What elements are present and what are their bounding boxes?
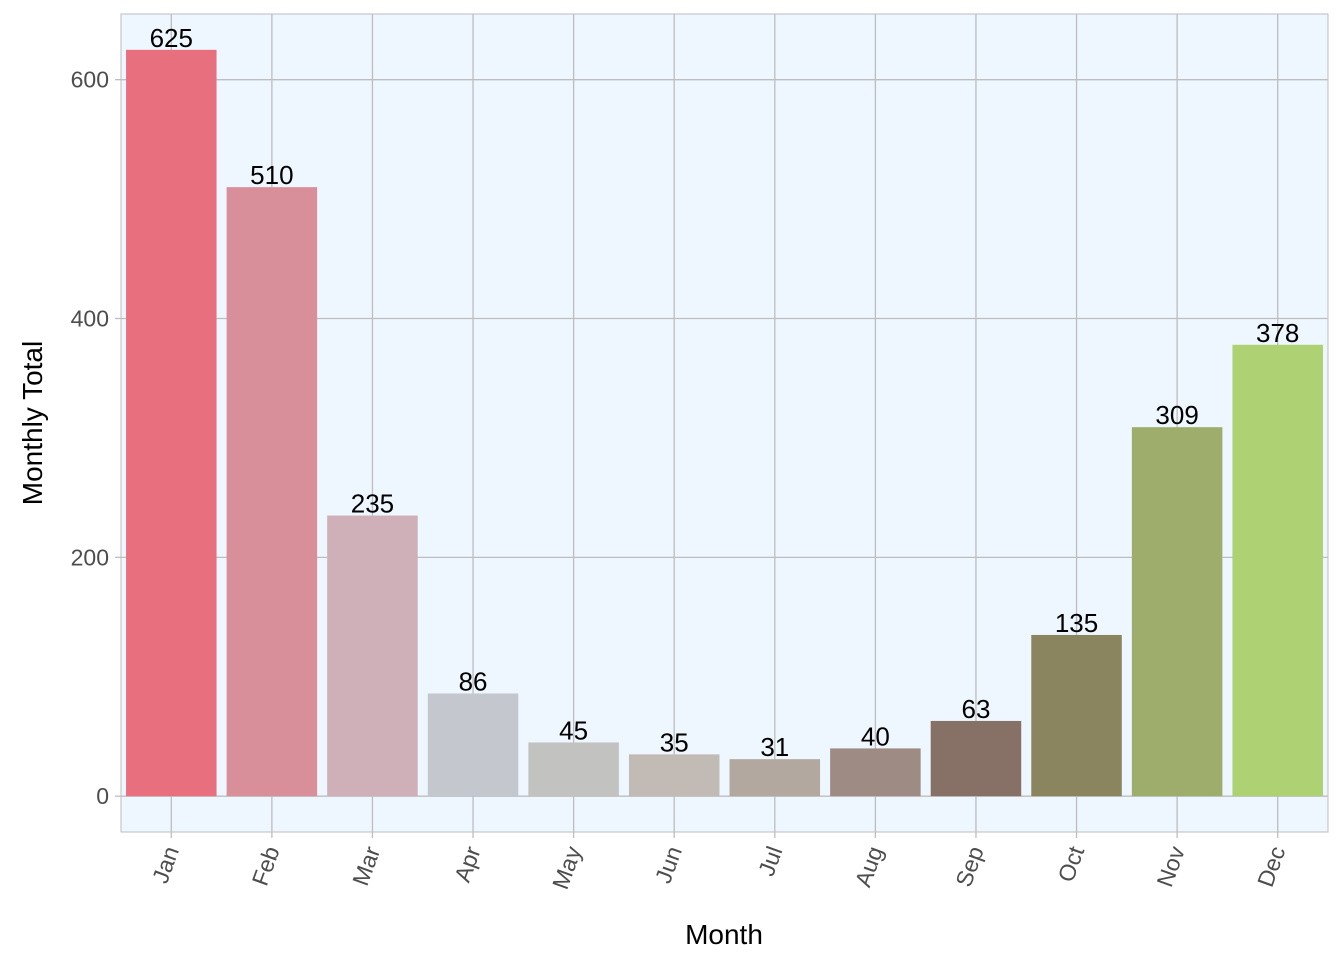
bar-may (528, 742, 619, 797)
data-label-aug: 40 (861, 721, 890, 751)
data-label-feb: 510 (250, 160, 293, 190)
data-label-jun: 35 (660, 727, 689, 757)
data-label-apr: 86 (459, 666, 488, 696)
data-label-jan: 625 (150, 23, 193, 53)
bar-dec (1232, 344, 1323, 797)
data-label-mar: 235 (351, 489, 394, 519)
y-tick-label: 200 (71, 544, 109, 570)
data-label-may: 45 (559, 715, 588, 745)
data-label-jul: 31 (760, 732, 789, 762)
y-tick-label: 400 (71, 306, 109, 332)
y-axis-ticks: 0 200 400 600 (71, 67, 121, 809)
y-tick-label: 0 (96, 783, 109, 809)
data-label-sep: 63 (961, 694, 990, 724)
bar-jul (729, 759, 821, 797)
x-axis-title: Month (685, 919, 763, 950)
bar-apr (427, 693, 519, 797)
data-label-dec: 378 (1256, 318, 1299, 348)
y-tick-label: 600 (71, 67, 109, 93)
data-label-oct: 135 (1055, 608, 1098, 638)
bar-aug (830, 748, 921, 797)
bar-mar (327, 515, 418, 797)
bar-feb (226, 187, 318, 797)
bar-nov (1131, 427, 1223, 797)
bar-jun (628, 754, 720, 797)
y-axis-title: Monthly Total (17, 341, 48, 505)
bar-oct (1031, 634, 1122, 797)
bars (126, 49, 1323, 797)
plot-panel (120, 13, 1329, 833)
bar-sep (930, 720, 1022, 797)
data-labels: 625 510 235 86 45 35 31 40 63 135 309 378 (150, 23, 1300, 762)
bar-jan (126, 49, 217, 797)
data-label-nov: 309 (1155, 400, 1198, 430)
